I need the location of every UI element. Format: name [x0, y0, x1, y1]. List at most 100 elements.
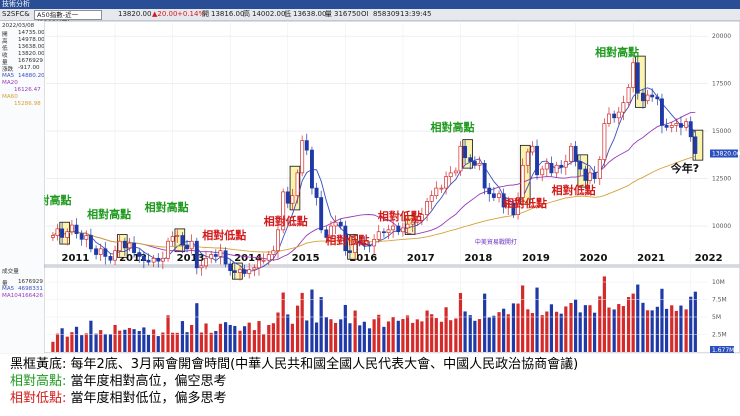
info-value: 13638.00 [18, 44, 45, 50]
candle-body [491, 193, 496, 198]
candle-body [674, 123, 679, 126]
volume-bar [420, 321, 424, 352]
info-label: 高 [2, 39, 8, 45]
candle-body [453, 170, 458, 174]
candle-body [213, 254, 218, 257]
candlestick-chart: 10000 12500 15000 17500 20000 2011 2012 2013 201… [44, 21, 740, 353]
candle-body [472, 161, 477, 166]
x-year-label: 2018 [464, 253, 492, 264]
candle-body [626, 87, 631, 103]
volume-bar [444, 307, 448, 352]
x-year-label: 2011 [62, 253, 90, 264]
npc-session-box [692, 129, 704, 161]
volume-bar [430, 314, 434, 352]
volume-bar [319, 297, 323, 352]
vol-row-ma5: MA5 4698331 [2, 286, 43, 292]
volume-bar [314, 322, 319, 352]
volume-bar [166, 315, 170, 352]
volume-bar [276, 312, 280, 352]
volume-bar [502, 308, 506, 352]
npc-session-box [577, 154, 589, 188]
candle-body [170, 236, 175, 242]
candle-body [347, 250, 352, 253]
volume-bar [660, 288, 664, 352]
y-tick-label: 15000 [712, 128, 731, 135]
y-tick-label: 12500 [712, 176, 731, 183]
volume-bar [693, 291, 697, 352]
info-date: 2022/03/08 [2, 23, 35, 29]
info-panel: 2022/03/08 開 14735.00 高 14978.00 低 13638.00… [0, 21, 45, 353]
candle-body [448, 172, 453, 178]
volume-bar [477, 319, 482, 352]
candle-body [257, 259, 261, 269]
volume-bar [382, 326, 386, 352]
volume-bar [175, 332, 179, 352]
info-row-open: 開 14735.00 [2, 30, 45, 38]
candle-body [631, 62, 636, 88]
volume-bar [55, 333, 60, 352]
candle-body [544, 163, 549, 170]
candle-body [487, 187, 492, 195]
candle-body [429, 195, 434, 202]
volume-bar [588, 305, 592, 352]
legend-box-text: 每年2底、3月兩會開會時間(中華人民共和國全國人民代表大會、中國人民政治協商會議… [66, 357, 579, 372]
candle-body [252, 267, 257, 271]
candle-body [391, 225, 396, 231]
candle-body [645, 94, 650, 102]
npc-session-box [116, 234, 128, 258]
volume-bar [559, 313, 563, 352]
volume-bar [506, 314, 510, 352]
volume-bar [664, 308, 669, 352]
contract-selector[interactable]: A50指數-近一(2203)(月) [34, 10, 102, 27]
volume-bar [401, 319, 405, 352]
info-label: 收 [2, 53, 8, 59]
volume-bar [583, 305, 587, 352]
candle-body [94, 248, 99, 255]
volume-bar [209, 332, 213, 352]
x-year-label: 2022 [695, 253, 723, 264]
candle-body [276, 229, 280, 252]
volume-bar [224, 322, 228, 352]
volume-bar [252, 330, 256, 352]
low-label: 低 [284, 10, 291, 18]
candle-body [137, 252, 142, 257]
candle-body [300, 140, 305, 174]
volume-bar [598, 296, 602, 352]
clock: 13:39:45 [400, 10, 432, 18]
npc-session-box [635, 55, 646, 108]
candle-body [468, 157, 473, 162]
volume-bar [679, 305, 683, 352]
npc-session-box [462, 139, 473, 169]
volume-bar [574, 299, 578, 352]
candle-body [362, 242, 367, 246]
volume-bar [411, 322, 415, 352]
volume-bar [74, 326, 79, 352]
volume-bar [468, 315, 472, 352]
annotation-label: 相對低點 [503, 196, 547, 210]
volume-bar [94, 333, 98, 352]
volume-bar [530, 313, 535, 352]
volume-bar [655, 306, 659, 352]
x-year-label: 2015 [292, 253, 320, 264]
candle-body [569, 145, 573, 162]
volume-bar [358, 325, 362, 352]
volume-bar [118, 330, 122, 352]
x-year-label: 2020 [580, 253, 608, 264]
candle-body [396, 225, 401, 233]
candle-body [578, 161, 583, 170]
volume-bar [228, 324, 232, 352]
last-price: 13820.00 [118, 10, 152, 18]
volume-bar [636, 284, 640, 352]
candle-body [98, 248, 103, 255]
volume-bar [425, 310, 429, 352]
open-value: 13816.00 [211, 10, 245, 18]
volume-bar [592, 312, 597, 352]
volume-bar [578, 312, 582, 352]
volume-bar [377, 314, 381, 352]
candle-body [419, 214, 424, 221]
annotation-label: 相對低點 [378, 209, 422, 223]
legend-line-box: 黑框黃底: 每年2底、3月兩會開會時間(中華人民共和國全國人民代表大會、中國人民… [10, 356, 578, 373]
candle-body [132, 242, 137, 253]
volume-bar [339, 319, 343, 352]
candle-body [285, 191, 290, 204]
